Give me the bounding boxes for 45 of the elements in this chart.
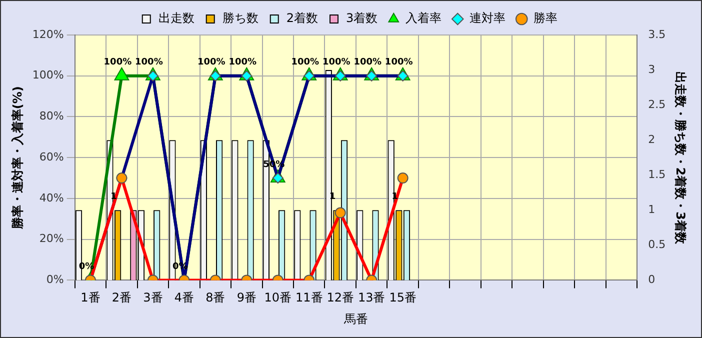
x-axis-title: 馬番	[342, 312, 368, 326]
x-tick-label: 3番	[143, 290, 163, 305]
x-tick-label: 2番	[112, 290, 132, 305]
legend-label: 連対率	[470, 11, 506, 26]
y2-tick-label: 1	[648, 203, 656, 216]
y2-tick-label: 0	[648, 273, 656, 286]
y-tick-label: 120%	[32, 28, 64, 41]
y-axis-title: 勝率・連対率・入着率(%)	[10, 86, 24, 230]
legend-label: 勝ち数	[222, 11, 258, 26]
data-label: 0%	[172, 262, 188, 272]
data-label: 100%	[354, 58, 382, 68]
data-label: 100%	[384, 58, 413, 68]
x-tick-label: 4番	[174, 290, 194, 305]
y2-tick-label: 2.5	[648, 98, 666, 111]
legend-label: 勝率	[534, 11, 558, 26]
x-tick-label: 8番	[206, 290, 226, 305]
y2-tick-label: 0.5	[648, 238, 666, 252]
y2-tick-label: 3.5	[648, 28, 666, 41]
data-label: 100%	[104, 58, 132, 68]
x-tick-label: 11番	[295, 290, 323, 305]
legend-label: 出走数	[158, 11, 194, 26]
x-tick-label: 12番	[326, 290, 354, 305]
data-label: 100%	[135, 58, 163, 68]
y2-tick-label: 3	[648, 62, 656, 76]
x-tick-label: 10番	[264, 290, 292, 305]
legend-label: 2着数	[286, 11, 318, 26]
y-tick-label: 40%	[39, 191, 64, 204]
data-label: 100%	[198, 58, 226, 68]
y-tick-label: 0%	[46, 273, 64, 286]
data-label: 100%	[291, 58, 320, 68]
x-tick-label: 1番	[80, 290, 100, 305]
data-label: 100%	[228, 58, 257, 68]
data-label: 100%	[322, 58, 350, 68]
y-tick-label: 20%	[39, 232, 64, 246]
x-tick-label: 9番	[236, 290, 256, 305]
y-tick-label: 60%	[39, 150, 64, 164]
x-tick-label: 13番	[358, 290, 386, 305]
legend-label: 入着率	[406, 11, 442, 26]
y2-tick-label: 2	[648, 132, 656, 146]
legend-label: 3着数	[346, 11, 378, 26]
y2-axis-title: 出走数・勝ち数・2着数・3着数	[674, 71, 688, 245]
x-tick-label: 15番	[389, 290, 416, 305]
y-tick-label: 100%	[32, 68, 64, 82]
y-tick-label: 80%	[39, 110, 64, 123]
y2-tick-label: 1.5	[648, 168, 666, 181]
